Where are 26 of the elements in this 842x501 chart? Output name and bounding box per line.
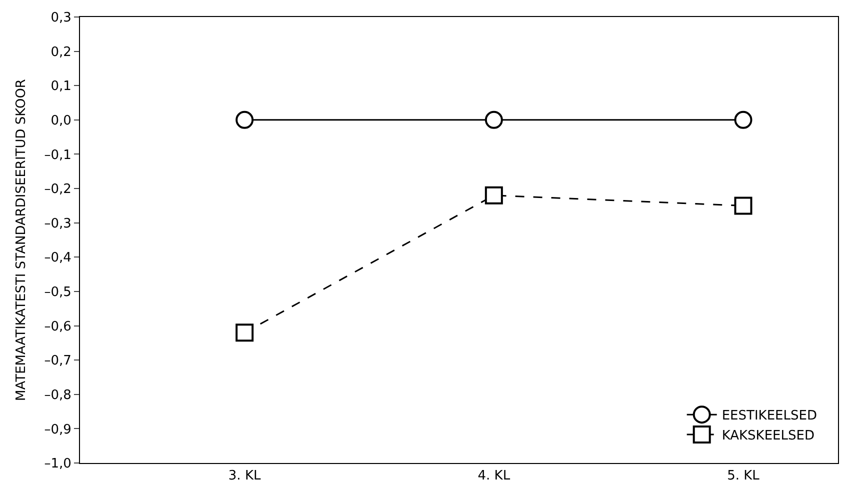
point <box>236 110 254 129</box>
legend-label: EESTIKEELSED <box>722 408 817 424</box>
y-tick-label: –1,0 <box>44 456 72 472</box>
legend-label: KAKSKEELSED <box>722 428 814 444</box>
point <box>236 324 254 342</box>
y-tick-label: –0,2 <box>44 182 72 198</box>
y-tick-label: –0,8 <box>44 388 72 403</box>
y-tick-label: –0,3 <box>44 216 72 232</box>
x-tick-label: 3. KL <box>228 468 262 484</box>
y-tick-label: –0,5 <box>44 285 72 300</box>
y-tick-label: 0,1 <box>50 79 72 94</box>
y-tick-label: 0,2 <box>50 44 72 60</box>
y-tick-label: –0,4 <box>44 250 72 266</box>
y-tick-label: –0,7 <box>44 354 72 369</box>
x-tick-label: 4. KL <box>478 468 511 484</box>
y-tick-label: 0,3 <box>50 10 72 26</box>
y-tick-label: –0,1 <box>44 148 72 163</box>
x-tick-label: 5. KL <box>727 468 760 484</box>
point <box>734 196 752 215</box>
y-tick-label: 0,0 <box>50 113 72 128</box>
y-axis-title: MATEMAATIKATESTI STANDARDISEERITUD SKOOR <box>14 79 30 401</box>
point <box>484 186 503 204</box>
y-tick-label: –0,9 <box>44 422 72 438</box>
point <box>484 110 503 129</box>
y-tick-label: –0,6 <box>44 319 72 334</box>
point <box>734 110 752 129</box>
